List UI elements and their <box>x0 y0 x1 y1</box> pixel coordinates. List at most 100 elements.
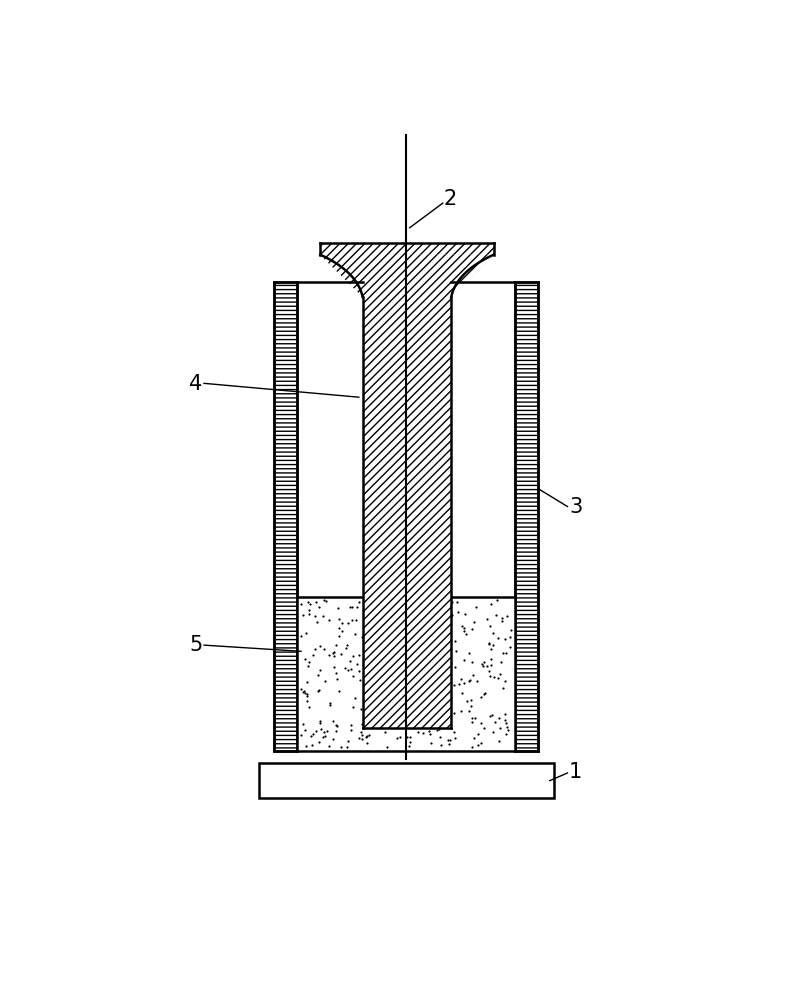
Point <box>487 637 500 653</box>
Polygon shape <box>320 255 362 297</box>
Point <box>368 688 380 704</box>
Point <box>351 599 364 615</box>
Point <box>419 685 432 701</box>
Point <box>327 648 340 664</box>
Point <box>344 599 357 615</box>
Point <box>342 733 354 749</box>
Point <box>425 650 437 666</box>
Point <box>361 735 373 751</box>
Point <box>407 612 420 628</box>
Point <box>428 602 441 618</box>
Point <box>362 636 375 652</box>
Point <box>400 686 413 702</box>
Point <box>471 726 484 742</box>
Point <box>358 713 370 729</box>
Bar <box>259 763 554 798</box>
Point <box>312 683 325 699</box>
Point <box>449 643 462 659</box>
Point <box>317 592 330 608</box>
Point <box>365 647 378 663</box>
Point <box>323 647 335 663</box>
Point <box>353 663 365 679</box>
Point <box>451 594 464 610</box>
Point <box>485 651 498 667</box>
Point <box>373 666 386 682</box>
Point <box>496 610 509 626</box>
Point <box>339 640 352 656</box>
Point <box>403 738 415 754</box>
Text: 2: 2 <box>444 189 456 209</box>
Point <box>466 710 479 726</box>
Point <box>360 613 373 629</box>
Point <box>466 621 479 637</box>
Point <box>457 652 470 668</box>
Point <box>434 600 447 616</box>
Bar <box>515 282 538 751</box>
Point <box>346 699 359 715</box>
Point <box>416 668 429 684</box>
Point <box>299 685 312 701</box>
Point <box>355 724 368 740</box>
Point <box>342 662 354 678</box>
Point <box>445 689 458 705</box>
Point <box>500 726 513 742</box>
Point <box>443 700 456 716</box>
Point <box>375 699 388 715</box>
Point <box>316 608 329 624</box>
Point <box>429 658 441 674</box>
Text: 3: 3 <box>569 497 582 517</box>
Point <box>434 602 447 618</box>
Point <box>424 735 437 751</box>
Point <box>437 605 449 621</box>
Point <box>422 601 434 617</box>
Point <box>373 718 386 734</box>
Point <box>342 615 354 631</box>
Polygon shape <box>362 297 406 728</box>
Point <box>318 724 331 740</box>
Point <box>429 698 441 714</box>
Point <box>428 597 441 613</box>
Point <box>380 739 393 755</box>
Point <box>329 723 342 739</box>
Point <box>468 710 481 726</box>
Point <box>407 661 419 677</box>
Point <box>452 676 465 692</box>
Point <box>309 723 322 739</box>
Point <box>399 700 412 716</box>
Point <box>348 690 361 706</box>
Point <box>441 718 454 734</box>
Point <box>319 728 331 744</box>
Point <box>478 686 490 702</box>
Point <box>475 735 488 751</box>
Point <box>445 655 457 671</box>
Point <box>448 677 460 693</box>
Point <box>483 635 496 651</box>
Text: 5: 5 <box>189 635 202 655</box>
Point <box>335 646 347 662</box>
Point <box>417 725 430 741</box>
Point <box>467 614 480 630</box>
Point <box>297 607 309 623</box>
Point <box>301 686 313 702</box>
Point <box>341 637 354 653</box>
Point <box>423 654 436 670</box>
Point <box>463 645 475 661</box>
Point <box>335 739 347 755</box>
Point <box>485 641 498 657</box>
Point <box>443 699 456 715</box>
Point <box>301 674 313 690</box>
Point <box>330 717 343 733</box>
Point <box>384 629 397 645</box>
Point <box>501 719 513 735</box>
Point <box>477 658 490 674</box>
Point <box>499 631 512 647</box>
Point <box>394 729 407 745</box>
Point <box>448 633 461 649</box>
Point <box>353 647 365 663</box>
Point <box>430 618 442 634</box>
Point <box>414 666 427 682</box>
Point <box>297 684 309 700</box>
Point <box>354 701 367 717</box>
Point <box>332 628 345 644</box>
Point <box>426 623 439 639</box>
